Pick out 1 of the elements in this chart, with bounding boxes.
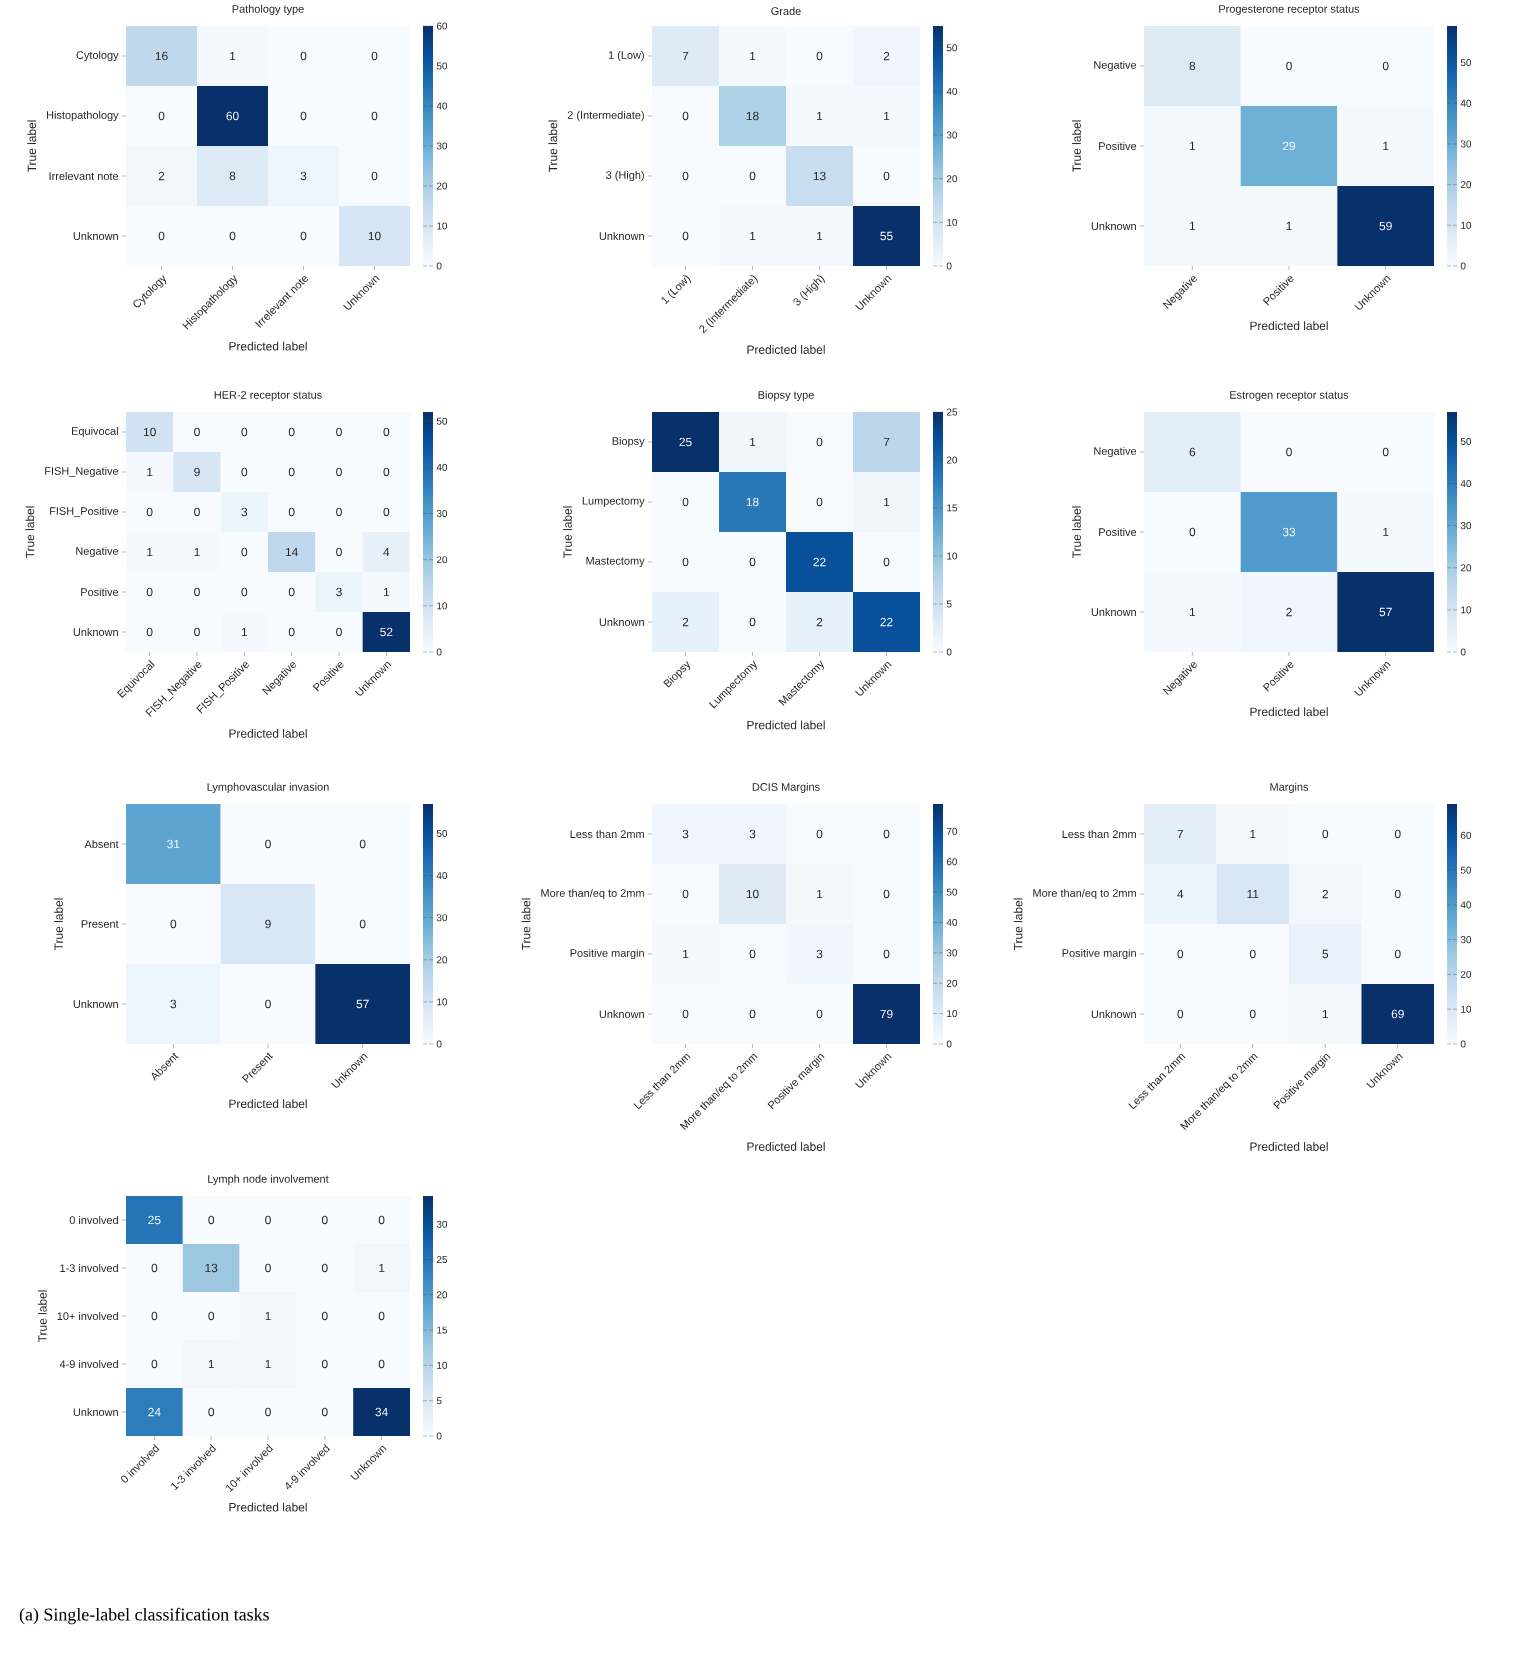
text: (a) Single-label classification tasks bbox=[19, 1607, 269, 1625]
